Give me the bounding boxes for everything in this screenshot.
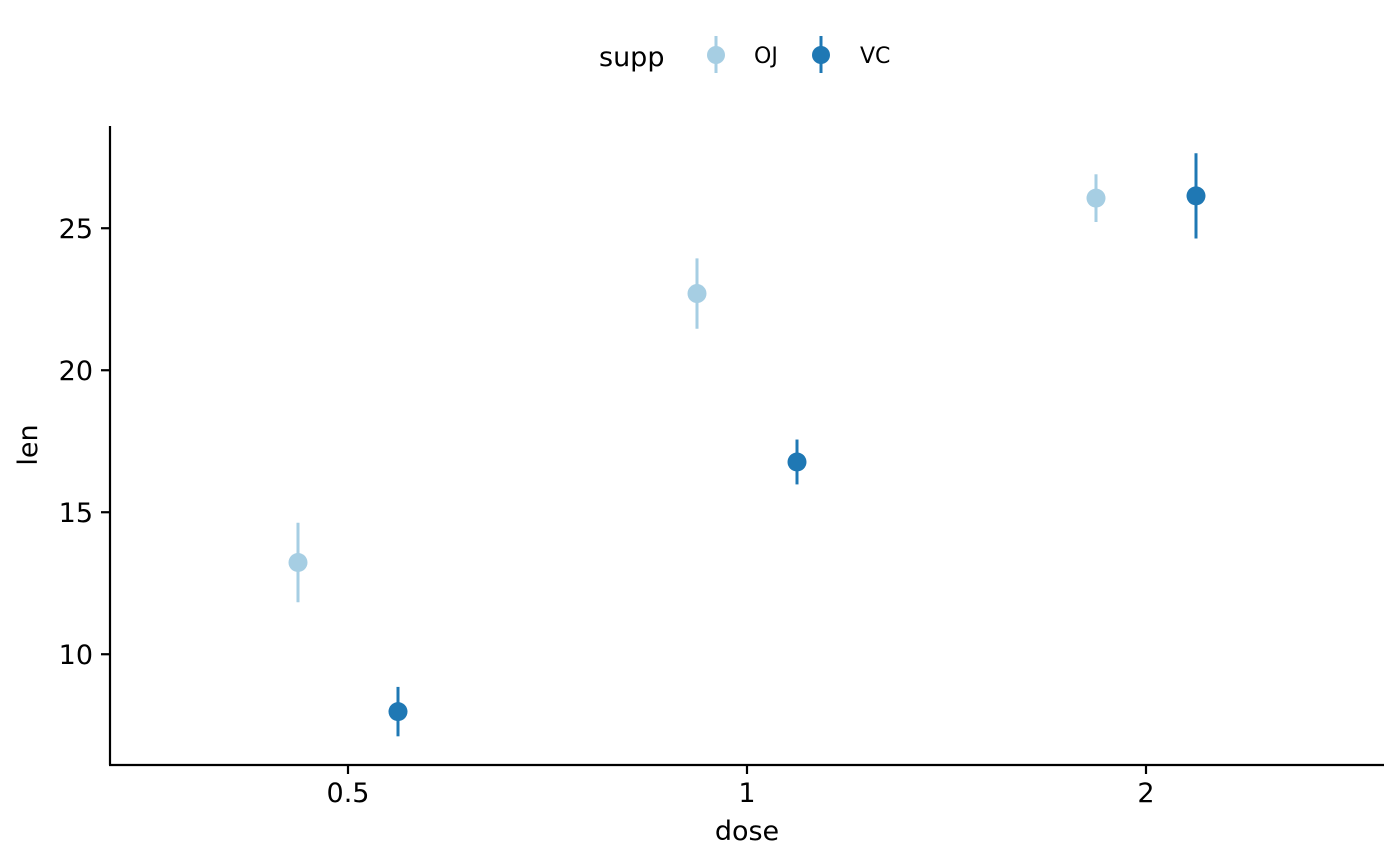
x-axis-ticks: 0.5 1 2 — [327, 765, 1155, 809]
point-vc-2 — [1186, 186, 1206, 206]
point-vc-0.5 — [388, 702, 408, 722]
x-tick-label-0.5: 0.5 — [327, 778, 370, 809]
point-vc-1 — [787, 452, 807, 472]
y-tick-label-20: 20 — [59, 356, 93, 387]
x-tick-label-1: 1 — [738, 778, 755, 809]
y-tick-label-10: 10 — [59, 640, 93, 671]
x-tick-label-2: 2 — [1137, 778, 1154, 809]
legend-vc-label: VC — [860, 44, 890, 69]
y-tick-label-15: 15 — [59, 498, 93, 529]
y-axis-title: len — [13, 424, 44, 465]
legend-oj-label: OJ — [754, 44, 778, 69]
legend-vc-point — [812, 46, 830, 64]
legend-entry-vc: VC — [812, 36, 890, 73]
y-tick-label-25: 25 — [59, 214, 93, 245]
legend-title: supp — [599, 42, 664, 73]
legend: supp OJ VC — [599, 36, 890, 73]
x-axis-title: dose — [715, 816, 779, 847]
y-axis-ticks: 10 15 20 25 — [59, 214, 110, 671]
point-oj-0.5 — [288, 553, 308, 573]
legend-oj-point — [707, 46, 725, 64]
plot-marks — [288, 153, 1206, 737]
legend-entry-oj: OJ — [707, 36, 778, 73]
point-oj-1 — [687, 284, 707, 304]
point-oj-2 — [1086, 188, 1106, 208]
